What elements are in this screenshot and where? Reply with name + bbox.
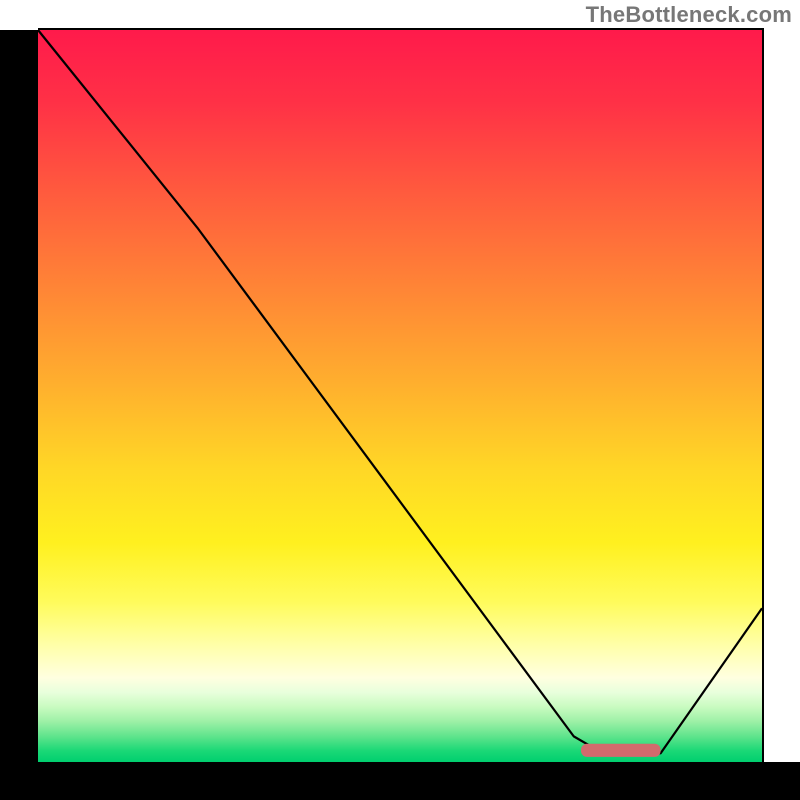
y-axis-bar [0,30,38,800]
x-axis-bar [0,762,800,800]
optimal-marker [581,744,661,757]
plot-right-border [762,28,764,762]
gradient-background [38,30,762,762]
plot-top-border [38,28,764,30]
chart-container: { "meta": { "width": 800, "height": 800,… [0,0,800,800]
bottleneck-chart [0,0,800,800]
watermark-text: TheBottleneck.com [586,2,792,28]
